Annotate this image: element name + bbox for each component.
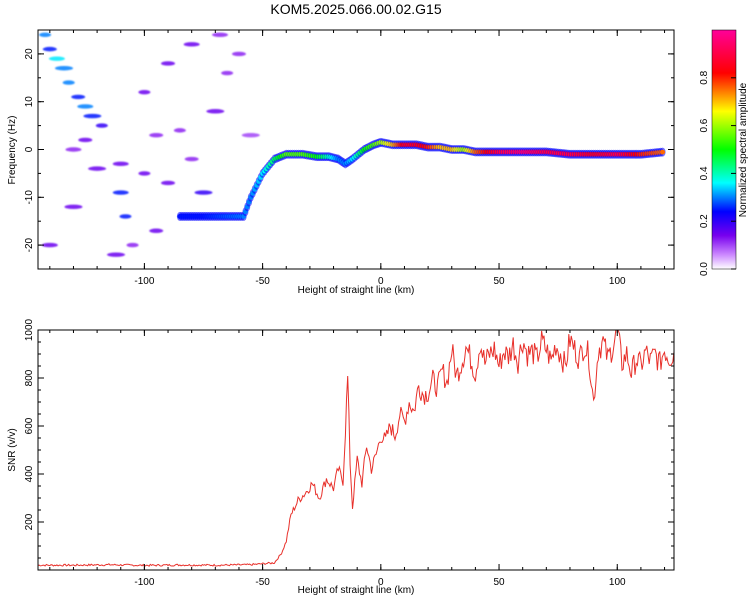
snr-series-line (38, 330, 674, 568)
heatmap-noise-blob (184, 156, 199, 162)
heatmap-content (39, 32, 666, 257)
colorbar-tick-label: 0.6 (699, 118, 710, 132)
heatmap-noise-blob (95, 123, 108, 128)
y-tick-label: -20 (24, 237, 35, 252)
heatmap-noise-blob (212, 32, 229, 37)
heatmap-noise-blob (149, 228, 164, 233)
snr-x-label: Height of straight line (km) (298, 585, 415, 596)
heatmap-noise-blob (62, 80, 75, 85)
snr-panel: -100 -50 0 50 100 200 400 600 800 1000 Height of … (7, 318, 675, 596)
heatmap-noise-blob (107, 252, 126, 257)
heatmap-noise-blob (78, 137, 93, 143)
heatmap-noise-blob (83, 113, 102, 119)
heatmap-noise-blob (194, 190, 213, 195)
x-tick-label: 0 (378, 276, 384, 287)
chart-title: KOM5.2025.066.00.02.G15 (270, 1, 441, 17)
heatmap-noise-blob (149, 132, 164, 138)
heatmap-noise-blob (138, 89, 151, 95)
x-tick-label: 50 (493, 577, 505, 588)
y-tick-label: 200 (24, 513, 35, 530)
colorbar-tick-label: 0.8 (699, 70, 710, 84)
heatmap-noise-blob (112, 161, 129, 167)
heatmap-ridge-cell (660, 149, 666, 155)
heatmap-noise-blob (138, 171, 151, 176)
y-tick-label: -10 (24, 190, 35, 205)
heatmap-noise-blob (241, 132, 260, 138)
x-tick-label: -50 (255, 276, 270, 287)
heatmap-noise-blob (161, 61, 176, 66)
colorbar: 0.0 0.2 0.4 0.6 0.8 Normalized spectral ampl… (699, 29, 749, 276)
y-tick-label: 10 (24, 96, 35, 108)
snr-y-label: SNR (v/v) (7, 428, 18, 471)
y-tick-label: 20 (24, 48, 35, 60)
heatmap-noise-blob (119, 214, 132, 219)
heatmap-noise-blob (173, 128, 186, 133)
heatmap-noise-blob (48, 56, 65, 61)
y-tick-label: 800 (24, 369, 35, 386)
y-tick-label: 1000 (24, 318, 35, 341)
heatmap-noise-blob (77, 104, 94, 109)
x-tick-label: -100 (134, 577, 154, 588)
x-tick-label: -100 (134, 276, 154, 287)
x-tick-label: 0 (378, 577, 384, 588)
heatmap-noise-blob (71, 94, 86, 100)
heatmap-noise-blob (55, 66, 74, 71)
x-tick-label: 100 (609, 577, 626, 588)
x-tick-label: 100 (609, 276, 626, 287)
y-tick-label: 0 (24, 146, 35, 152)
heatmap-noise-blob (65, 147, 82, 152)
snr-content (38, 330, 674, 568)
heatmap-noise-blob (39, 32, 52, 37)
heatmap-noise-blob (126, 242, 139, 248)
heatmap-noise-blob (206, 109, 225, 114)
heatmap-noise-blob (183, 42, 200, 47)
y-tick-label: 600 (24, 417, 35, 434)
heatmap-noise-blob (88, 166, 107, 171)
colorbar-tick-label: 0.4 (699, 166, 710, 180)
colorbar-label: Normalized spectral amplitude (738, 82, 749, 217)
heatmap-noise-blob (231, 51, 246, 57)
x-tick-label: -50 (255, 577, 270, 588)
heatmap-noise-blob (64, 204, 83, 210)
heatmap-noise-blob (42, 46, 57, 52)
colorbar-gradient (711, 29, 737, 270)
heatmap-noise-blob (112, 190, 129, 195)
heatmap-noise-blob (161, 180, 176, 186)
heatmap-x-label: Height of straight line (km) (298, 285, 415, 296)
x-tick-label: 50 (493, 276, 505, 287)
heatmap-y-label: Frequency (Hz) (7, 116, 18, 185)
y-tick-label: 400 (24, 465, 35, 482)
heatmap-noise-blob (221, 70, 234, 76)
colorbar-tick-label: 0.0 (699, 262, 710, 276)
colorbar-tick-label: 0.2 (699, 214, 710, 228)
heatmap-frame (37, 29, 675, 270)
colorbar-ticks: 0.0 0.2 0.4 0.6 0.8 (699, 70, 736, 276)
snr-axes: -100 -50 0 50 100 200 400 600 800 1000 (24, 318, 674, 588)
heatmap-noise-blob (41, 242, 58, 248)
